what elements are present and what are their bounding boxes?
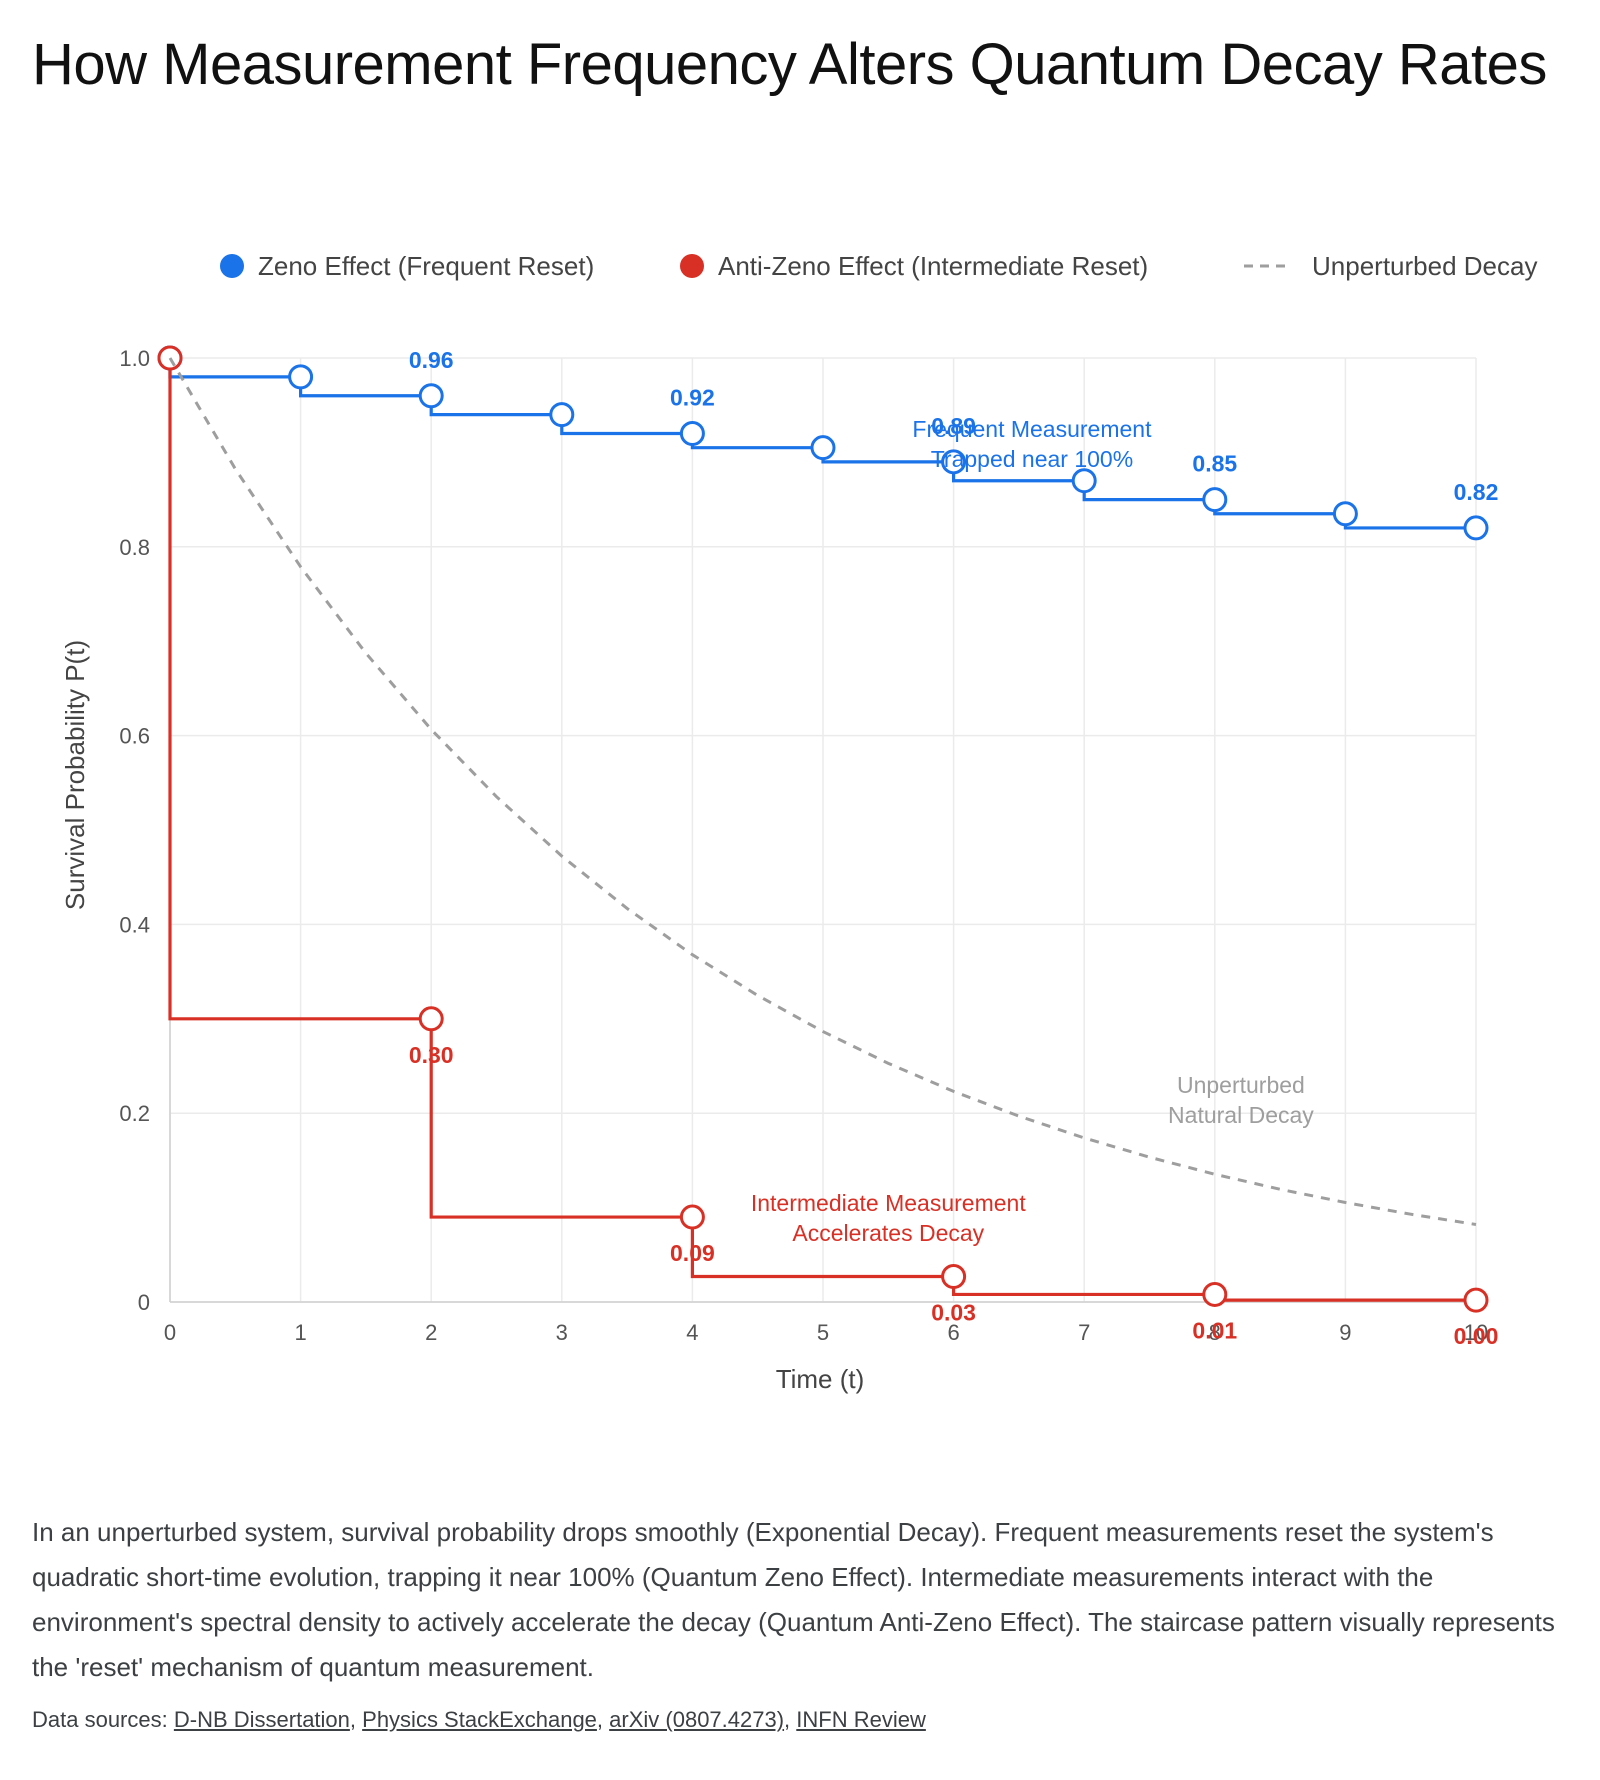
- y-tick-label: 0.4: [119, 912, 150, 937]
- x-tick-label: 2: [425, 1320, 437, 1345]
- x-tick-label: 10: [1464, 1320, 1488, 1345]
- x-tick-label: 5: [817, 1320, 829, 1345]
- x-tick-label: 8: [1209, 1320, 1221, 1345]
- annotations-layer: Frequent Measurement Trapped near 100% Unp…: [751, 416, 1314, 1246]
- x-tick-label: 6: [947, 1320, 959, 1345]
- legend-label: Anti-Zeno Effect (Intermediate Reset): [718, 251, 1148, 281]
- x-tick-label: 4: [686, 1320, 698, 1345]
- data-label: 0.96: [409, 347, 454, 373]
- page-title: How Measurement Frequency Alters Quantum…: [32, 32, 1547, 97]
- source-link-dnb[interactable]: D-NB Dissertation: [173, 1707, 350, 1732]
- data-label: 0.82: [1454, 479, 1499, 505]
- grid: [169, 357, 1477, 1303]
- data-point: [679, 1204, 705, 1230]
- legend-label: Zeno Effect (Frequent Reset): [258, 251, 594, 281]
- data-point: [1332, 501, 1358, 527]
- x-axis-label: Time (t): [776, 1364, 865, 1394]
- data-point: [418, 383, 444, 409]
- chart: Zeno Effect (Frequent Reset) Anti-Zeno Ef…: [60, 251, 1537, 1394]
- x-tick-label: 7: [1078, 1320, 1090, 1345]
- y-tick-label: 0.8: [119, 535, 150, 560]
- y-axis-label: Survival Probability P(t): [60, 640, 90, 910]
- y-tick-label: 0: [138, 1290, 150, 1315]
- data-point: [941, 449, 967, 475]
- data-point: [941, 1264, 967, 1290]
- annotation-text: Frequent Measurement: [912, 416, 1152, 442]
- data-point: [679, 421, 705, 447]
- source-link-arxiv[interactable]: arXiv (0807.4273): [609, 1707, 785, 1732]
- y-tick-label: 0.2: [119, 1101, 150, 1126]
- legend: Zeno Effect (Frequent Reset) Anti-Zeno Ef…: [220, 251, 1537, 281]
- data-point: [418, 1006, 444, 1032]
- y-tick-label: 0.6: [119, 724, 150, 749]
- data-point: [288, 364, 314, 390]
- annotation-text: Unperturbed: [1177, 1072, 1305, 1098]
- series-line-dashed: [168, 357, 1477, 1226]
- x-tick-label: 9: [1339, 1320, 1351, 1345]
- y-tick-label: 1.0: [119, 346, 150, 371]
- data-point: [810, 435, 836, 461]
- data-labels-layer: 0.96 0.92 0.89 0.85 0.82 0.30 0.09 0.03 0.01 0.00: [409, 347, 1499, 1349]
- x-tick-label: 1: [294, 1320, 306, 1345]
- annotation-text: Intermediate Measurement: [751, 1190, 1026, 1216]
- source-link-stackexchange[interactable]: Physics StackExchange: [362, 1707, 597, 1732]
- x-tick-label: 0: [164, 1320, 176, 1345]
- sources-label: Data sources:: [32, 1707, 168, 1732]
- annotation-text: Natural Decay: [1168, 1102, 1314, 1128]
- data-label: 0.09: [670, 1240, 715, 1266]
- data-point: [549, 402, 575, 428]
- data-point: [1463, 1287, 1489, 1313]
- data-label: 0.92: [670, 385, 715, 411]
- x-tick-label: 3: [556, 1320, 568, 1345]
- data-label: 0.01: [1192, 1317, 1237, 1343]
- data-point: [1202, 487, 1228, 513]
- data-label: 0.03: [931, 1300, 976, 1326]
- annotation-text: Accelerates Decay: [792, 1220, 984, 1246]
- source-link-infn[interactable]: INFN Review: [796, 1707, 926, 1732]
- description: In an unperturbed system, survival proba…: [32, 1517, 1555, 1682]
- data-point: [1463, 515, 1489, 541]
- data-label: 0.89: [931, 413, 976, 439]
- data-point: [1202, 1281, 1228, 1307]
- legend-marker: [680, 254, 704, 278]
- data-point: [1071, 468, 1097, 494]
- data-sources: Data sources: D-NB Dissertation, Physics…: [32, 1707, 926, 1732]
- data-label: 0.85: [1192, 451, 1237, 477]
- legend-label: Unperturbed Decay: [1312, 251, 1537, 281]
- annotation-text: Trapped near 100%: [931, 446, 1133, 472]
- data-label: 0.00: [1454, 1323, 1499, 1349]
- data-label: 0.30: [409, 1042, 454, 1068]
- series-layer: [157, 345, 1489, 1313]
- axes: 0 1 2 3 4 5 6 7 8 9 10 0 0.2 0.4 0.6 0.8 1.0: [119, 346, 1488, 1345]
- legend-marker: [220, 254, 244, 278]
